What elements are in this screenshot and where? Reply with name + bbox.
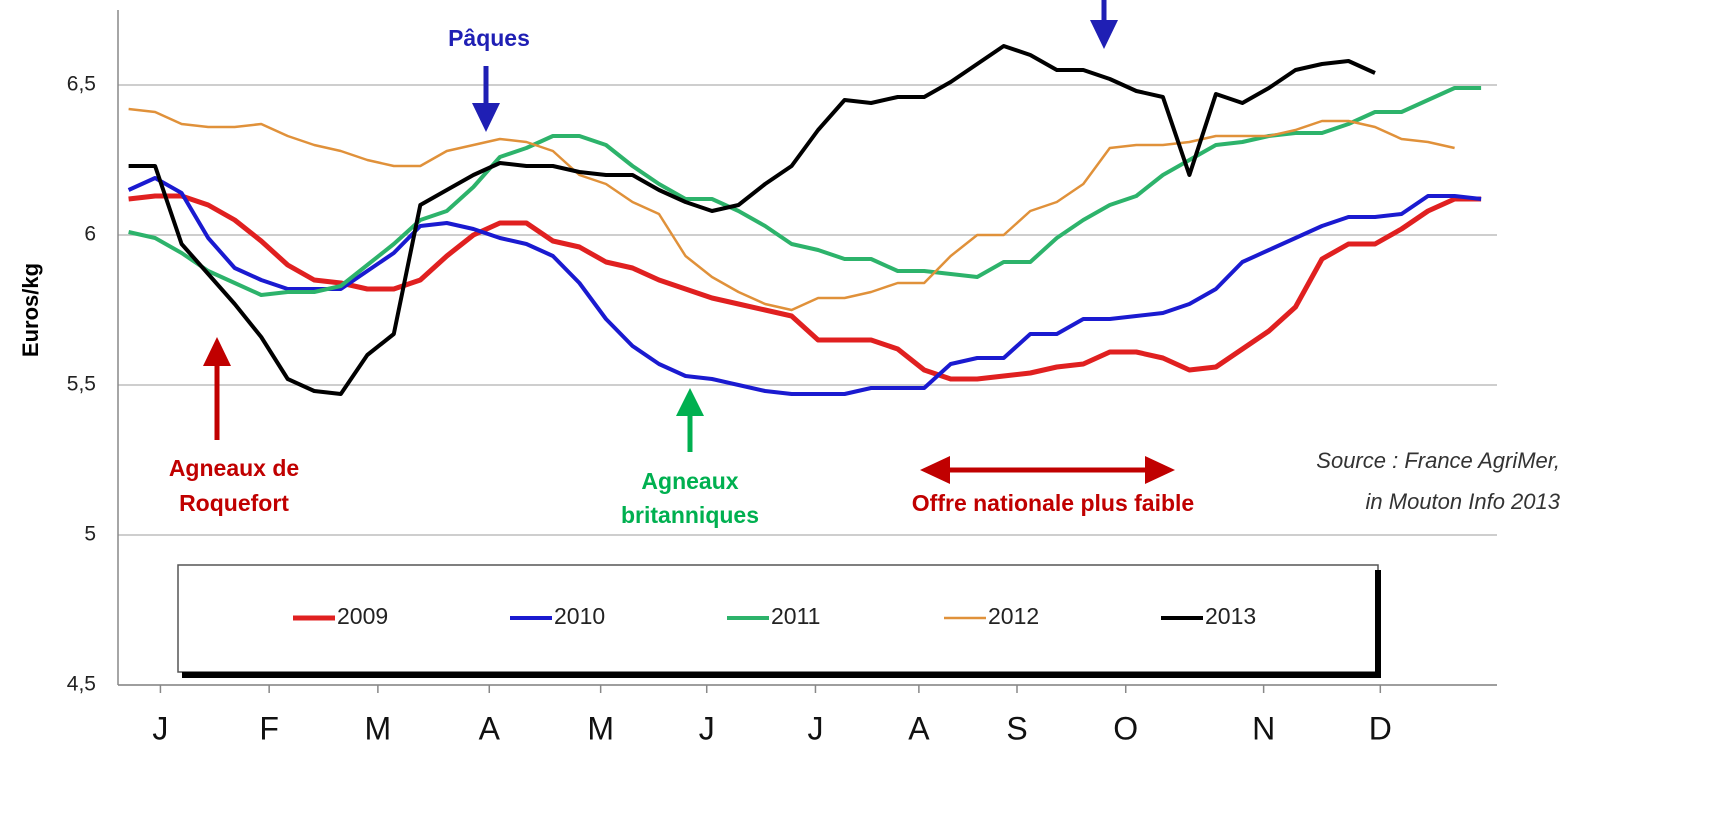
series-line [127, 176, 1482, 396]
y-tick-label: 4,5 [67, 673, 96, 696]
x-tick-label: M [587, 710, 614, 746]
arrow [472, 0, 1118, 132]
x-tick-label: N [1252, 710, 1275, 746]
arrow [676, 388, 704, 452]
x-tick-label: D [1369, 710, 1392, 746]
x-tick-label: J [699, 710, 715, 746]
x-tick-label: J [152, 710, 168, 746]
x-tick-label: F [259, 710, 279, 746]
legend-label: 2013 [1205, 603, 1256, 629]
annotation: britanniques [621, 502, 759, 528]
legend-label: 2011 [771, 603, 820, 629]
y-tick-label: 5 [84, 523, 96, 546]
arrow [203, 337, 1175, 484]
legend-shadow [182, 570, 1381, 678]
source-note: in Mouton Info 2013 [1366, 489, 1561, 514]
y-axis-label: Euros/kg [18, 263, 43, 357]
x-tick-label: O [1113, 710, 1138, 746]
legend-label: 2012 [988, 603, 1039, 629]
legend-label: 2010 [554, 603, 605, 629]
x-tick-label: A [908, 710, 930, 746]
source-note: Source : France AgriMer, [1316, 448, 1560, 473]
annotation: Agneaux [641, 468, 738, 494]
series-line [128, 44, 1376, 396]
legend-label: 2009 [337, 603, 388, 629]
series-line [128, 107, 1455, 312]
plot-area: 4,5 5 5,5 6 6,5 J F M A M J J A S O N D [67, 10, 1497, 746]
x-tick-label: S [1006, 710, 1027, 746]
annotation: Agneaux de [169, 455, 299, 481]
x-tick-label: A [479, 710, 501, 746]
y-tick-label: 6,5 [67, 73, 96, 96]
annotation: Roquefort [179, 490, 289, 516]
series-line [128, 86, 1482, 297]
x-tick-label: J [807, 710, 823, 746]
series-line [128, 193, 1482, 382]
legend: 2009 2010 2011 2012 2013 [293, 603, 1256, 629]
x-tick-label: M [365, 710, 392, 746]
annotation: Offre nationale plus faible [912, 490, 1194, 516]
annotation: Pâques [448, 25, 530, 51]
y-tick-label: 6 [84, 223, 96, 246]
y-tick-label: 5,5 [67, 373, 96, 396]
